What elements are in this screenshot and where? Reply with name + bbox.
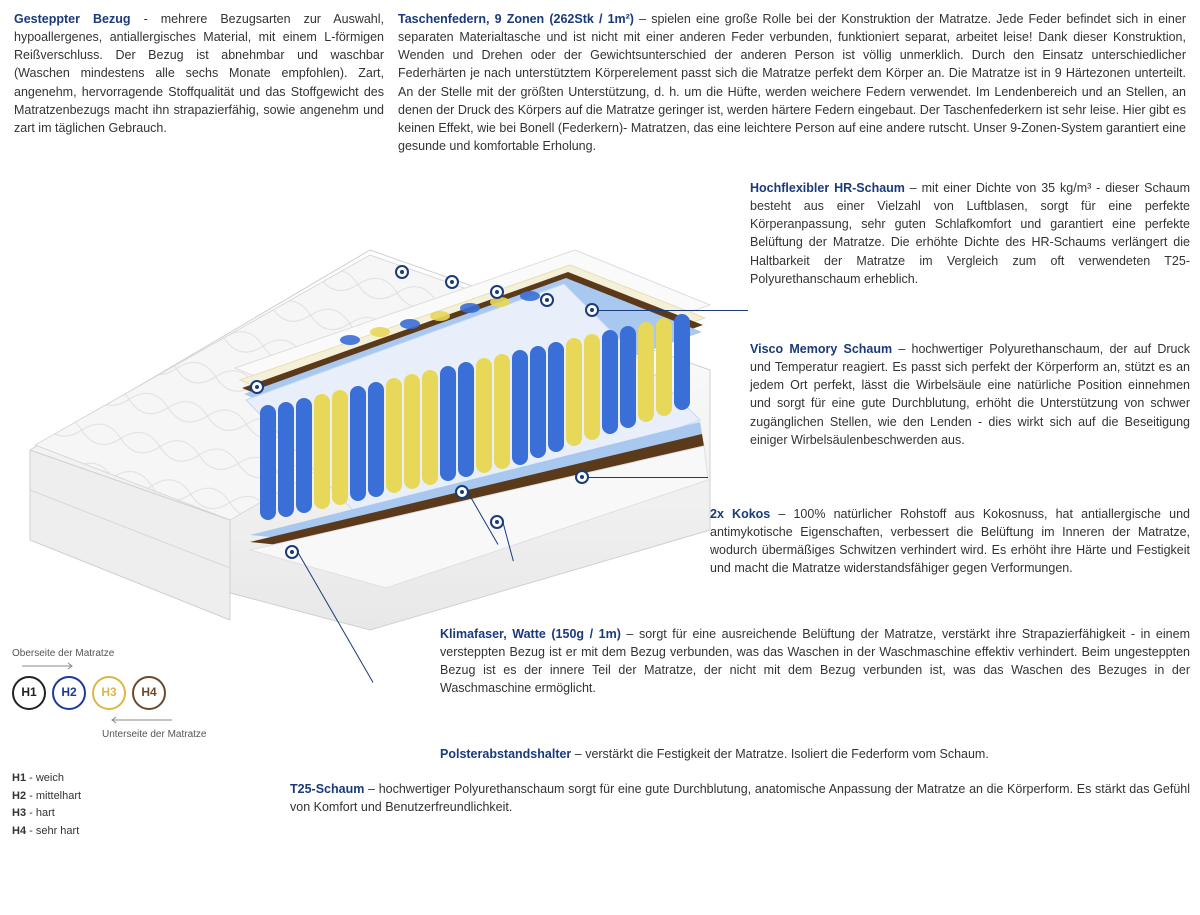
title-kokos: 2x Kokos bbox=[710, 507, 770, 521]
block-gesteppter-bezug: Gesteppter Bezug - mehrere Bezugsarten z… bbox=[14, 10, 384, 155]
hkey-4: H4 - sehr hart bbox=[12, 823, 262, 841]
marker-kokos-top bbox=[490, 285, 504, 299]
hardness-h3: H3 bbox=[92, 676, 126, 710]
text-bezug: - mehrere Bezugsarten zur Auswahl, hypoa… bbox=[14, 12, 384, 135]
marker-federn bbox=[540, 293, 554, 307]
title-klima: Klimafaser, Watte (150g / 1m) bbox=[440, 627, 621, 641]
callout-visco: Visco Memory Schaum – hochwertiger Polyu… bbox=[750, 340, 1190, 449]
title-visco: Visco Memory Schaum bbox=[750, 342, 892, 356]
hardness-h4: H4 bbox=[132, 676, 166, 710]
mattress-illustration bbox=[10, 190, 730, 650]
callout-klima: Klimafaser, Watte (150g / 1m) – sorgt fü… bbox=[440, 625, 1190, 698]
callout-hr: Hochflexibler HR-Schaum – mit einer Dich… bbox=[750, 179, 1190, 288]
title-federn: Taschenfedern, 9 Zonen (262Stk / 1m²) bbox=[398, 12, 634, 26]
hardness-h1: H1 bbox=[12, 676, 46, 710]
hardness-circles: H1 H2 H3 H4 bbox=[12, 676, 262, 710]
text-visco: – hochwertiger Polyurethanschaum, der au… bbox=[750, 342, 1190, 447]
callout-kokos: 2x Kokos – 100% natürlicher Rohstoff aus… bbox=[710, 505, 1190, 578]
hardness-legend: Oberseite der Matratze H1 H2 H3 H4 Unter… bbox=[12, 647, 262, 840]
label-unterseite: Unterseite der Matratze bbox=[102, 728, 262, 743]
text-hr: – mit einer Dichte von 35 kg/m³ - dieser… bbox=[750, 181, 1190, 286]
hardness-h2: H2 bbox=[52, 676, 86, 710]
lead-line bbox=[598, 310, 748, 311]
top-text-row: Gesteppter Bezug - mehrere Bezugsarten z… bbox=[0, 0, 1200, 155]
label-oberseite: Oberseite der Matratze bbox=[12, 647, 262, 662]
text-t25: – hochwertiger Polyurethanschaum sorgt f… bbox=[290, 782, 1190, 814]
marker-polster bbox=[585, 303, 599, 317]
marker-visco bbox=[445, 275, 459, 289]
main-diagram-area: Hochflexibler HR-Schaum – mit einer Dich… bbox=[0, 155, 1200, 915]
hkey-3: H3 - hart bbox=[12, 805, 262, 823]
title-hr: Hochflexibler HR-Schaum bbox=[750, 181, 905, 195]
title-t25: T25-Schaum bbox=[290, 782, 364, 796]
marker-kokos-bottom bbox=[575, 470, 589, 484]
hkey-1: H1 - weich bbox=[12, 770, 262, 788]
hardness-key: H1 - weich H2 - mittelhart H3 - hart H4 … bbox=[12, 770, 262, 840]
lead-line bbox=[588, 477, 708, 478]
text-federn: – spielen eine große Rolle bei der Konst… bbox=[398, 12, 1186, 153]
text-polster: – verstärkt die Festigkeit der Matratze.… bbox=[571, 747, 989, 761]
text-kokos: – 100% natürlicher Rohstoff aus Kokosnus… bbox=[710, 507, 1190, 575]
hkey-2: H2 - mittelhart bbox=[12, 788, 262, 806]
marker-hr bbox=[395, 265, 409, 279]
title-bezug: Gesteppter Bezug bbox=[14, 12, 131, 26]
callout-polster: Polsterabstandshalter – verstärkt die Fe… bbox=[440, 745, 1190, 763]
marker-bezug bbox=[250, 380, 264, 394]
callout-t25: T25-Schaum – hochwertiger Polyurethansch… bbox=[290, 780, 1190, 816]
title-polster: Polsterabstandshalter bbox=[440, 747, 571, 761]
block-taschenfedern: Taschenfedern, 9 Zonen (262Stk / 1m²) – … bbox=[398, 10, 1186, 155]
